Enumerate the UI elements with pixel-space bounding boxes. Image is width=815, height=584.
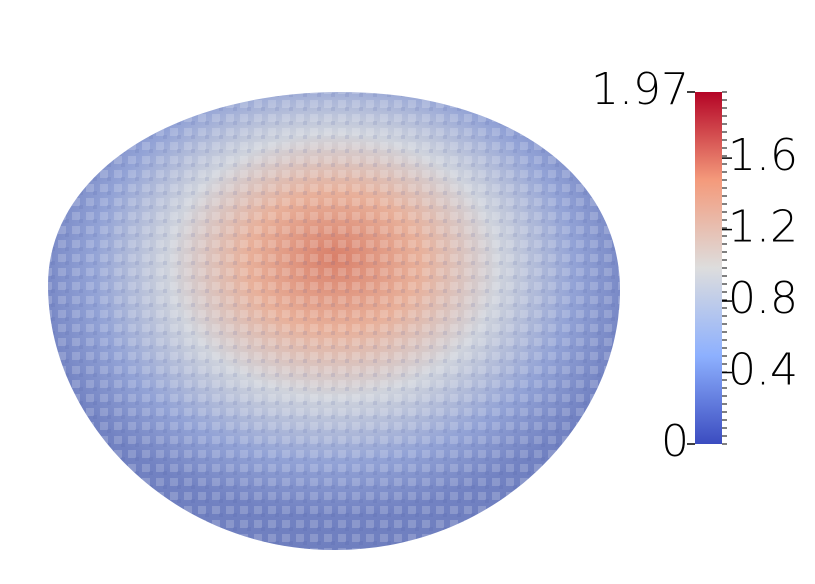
minor-ticks <box>722 91 727 445</box>
range-label: 0 <box>661 416 689 467</box>
tick-label: 1.2 <box>728 202 798 253</box>
tick-label: 0.8 <box>728 273 798 324</box>
tick-label: 1.6 <box>728 130 798 181</box>
range-label: 1.97 <box>591 64 689 115</box>
tick-label: 0.4 <box>728 345 798 396</box>
surface <box>48 92 620 550</box>
color-bar <box>695 92 722 444</box>
